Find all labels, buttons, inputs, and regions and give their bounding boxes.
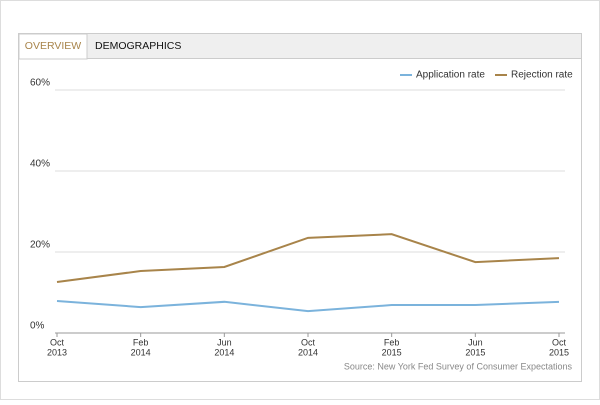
x-tick-label: Oct bbox=[552, 337, 567, 347]
legend-label: Rejection rate bbox=[511, 70, 573, 81]
x-tick-label: Feb bbox=[133, 337, 149, 347]
x-tick-label: 2013 bbox=[47, 347, 67, 357]
x-tick-label: 2014 bbox=[214, 347, 234, 357]
tab-active[interactable] bbox=[18, 33, 88, 60]
x-tick-label: 2015 bbox=[382, 347, 402, 357]
x-tick-label: Feb bbox=[384, 337, 400, 347]
data-line bbox=[56, 300, 560, 313]
y-tick-label: 60% bbox=[30, 78, 50, 89]
tab[interactable]: OVERVIEW bbox=[25, 40, 81, 52]
x-tick-label: 2014 bbox=[131, 347, 151, 357]
x-tick-label: Jun bbox=[468, 337, 483, 347]
x-tick-label: 2015 bbox=[465, 347, 485, 357]
y-tick-label: 40% bbox=[30, 159, 50, 170]
x-tick-label: Oct bbox=[50, 337, 65, 347]
y-tick-label: 20% bbox=[30, 240, 50, 251]
x-tick-label: 2015 bbox=[549, 347, 569, 357]
tab-bar bbox=[19, 34, 581, 58]
y-tick-label: 0% bbox=[30, 321, 45, 332]
x-tick-label: 2014 bbox=[298, 347, 318, 357]
x-tick-label: Jun bbox=[217, 337, 232, 347]
source-note: Source: New York Fed Survey of Consumer … bbox=[344, 361, 573, 371]
legend-label: Application rate bbox=[416, 70, 485, 81]
tab[interactable]: DEMOGRAPHICS bbox=[95, 40, 181, 52]
panel bbox=[18, 33, 582, 382]
data-line bbox=[56, 233, 560, 283]
x-tick-label: Oct bbox=[301, 337, 316, 347]
